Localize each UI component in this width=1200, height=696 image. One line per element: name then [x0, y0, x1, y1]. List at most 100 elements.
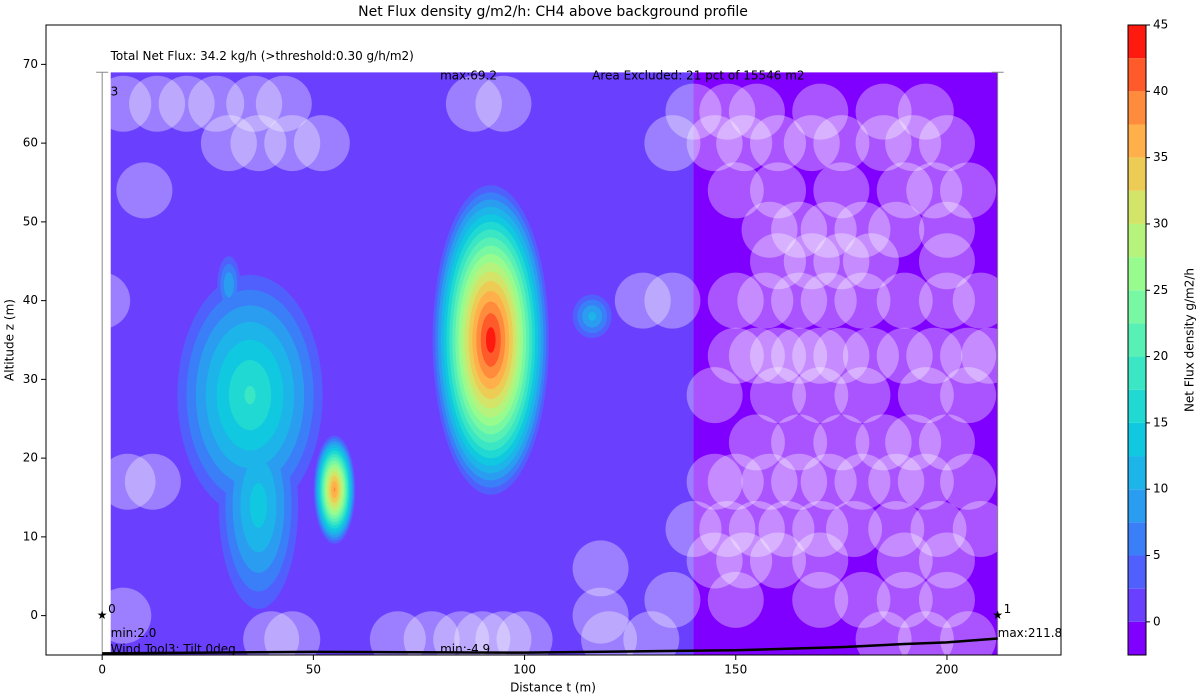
excluded-area — [686, 115, 743, 172]
excluded-area — [868, 201, 925, 258]
colorbar-band — [1128, 190, 1146, 224]
excluded-area — [910, 501, 967, 557]
excluded-area — [707, 453, 764, 510]
excluded-area — [124, 453, 181, 510]
excluded-area — [116, 162, 173, 219]
excluded-area — [728, 327, 785, 384]
excluded-area — [572, 540, 629, 597]
x-tick-label: 200 — [936, 663, 959, 677]
colorbar-band — [1128, 157, 1146, 191]
excluded-area — [906, 162, 963, 219]
y-tick-label: 10 — [23, 529, 38, 543]
excluded-area — [771, 272, 828, 329]
colorbar-tick-label: 35 — [1153, 150, 1168, 164]
excluded-area — [737, 272, 794, 329]
excluded-area — [876, 532, 933, 589]
excluded-area — [868, 501, 925, 557]
excluded-area — [264, 611, 321, 655]
excluded-area — [952, 272, 998, 329]
excluded-area — [897, 367, 954, 424]
contour-level — [244, 385, 256, 405]
x-tick-label: 50 — [306, 663, 321, 677]
y-tick-label: 20 — [23, 451, 38, 465]
excluded-area — [475, 75, 532, 132]
excluded-area — [876, 162, 933, 219]
excluded-area — [813, 414, 870, 471]
excluded-area — [716, 115, 773, 172]
annotation: max:211.8 — [998, 626, 1063, 640]
excluded-area — [792, 367, 849, 424]
excluded-area — [749, 115, 806, 172]
excluded-area — [834, 453, 891, 510]
x-tick-label: 150 — [724, 663, 747, 677]
excluded-area — [834, 367, 891, 424]
excluded-area — [897, 453, 954, 510]
colorbar-label: Net Flux density g/m2/h — [1183, 268, 1197, 412]
colorbar-tick-label: 0 — [1153, 614, 1161, 628]
y-axis-label: Altitude z (m) — [3, 299, 17, 381]
excluded-area — [572, 587, 629, 644]
excluded-area — [792, 571, 849, 628]
contour-level — [485, 327, 496, 353]
colorbar-frame — [1127, 24, 1147, 656]
excluded-area — [952, 501, 998, 557]
colorbar-band — [1128, 91, 1146, 125]
excluded-area — [771, 327, 828, 384]
x-axis-label: Distance t (m) — [510, 681, 596, 695]
excluded-area — [876, 327, 933, 384]
contour-level — [249, 482, 268, 528]
y-tick-label: 40 — [23, 293, 38, 307]
excluded-area — [918, 272, 975, 329]
excluded-area — [834, 571, 891, 628]
excluded-area — [623, 611, 680, 655]
excluded-area — [475, 611, 532, 655]
excluded-area — [792, 327, 849, 384]
excluded-area — [792, 501, 849, 557]
excluded-area — [940, 327, 997, 384]
excluded-area — [110, 75, 152, 132]
excluded-area — [800, 272, 857, 329]
excluded-area — [230, 115, 287, 172]
excluded-area — [445, 75, 502, 132]
colorbar-band — [1128, 356, 1146, 390]
endpoint-star: ★ — [992, 608, 1003, 622]
colorbar-band — [1128, 257, 1146, 291]
excluded-area — [728, 501, 785, 557]
colorbar-band — [1128, 621, 1146, 655]
annotation: Wind Tool3: Tilt 0deg — [111, 642, 236, 656]
excluded-area — [686, 453, 743, 510]
excluded-area — [699, 501, 756, 557]
excluded-area — [885, 414, 942, 471]
excluded-area — [813, 327, 870, 384]
excluded-area — [110, 587, 152, 644]
excluded-area — [783, 115, 840, 172]
excluded-area — [813, 115, 870, 172]
colorbar-tick-label: 10 — [1153, 482, 1168, 496]
excluded-area — [158, 75, 215, 132]
excluded-area — [906, 327, 963, 384]
excluded-area — [940, 162, 997, 219]
colorbar-tick-label: 5 — [1153, 548, 1161, 562]
colorbar-band — [1128, 588, 1146, 622]
excluded-area — [834, 272, 891, 329]
annotation: Area Excluded: 21 pct of 15546 m2 — [592, 69, 804, 83]
excluded-area — [918, 201, 975, 258]
excluded-area — [433, 611, 490, 655]
excluded-area — [876, 272, 933, 329]
endpoint-label: 0 — [108, 602, 116, 616]
excluded-area — [226, 75, 283, 132]
excluded-area — [728, 414, 785, 471]
endpoint-star: ★ — [97, 608, 108, 622]
annotation: min:-4.9 — [440, 642, 490, 656]
colorbar-tick-label: 15 — [1153, 415, 1168, 429]
excluded-area — [792, 83, 849, 140]
colorbar-band — [1128, 489, 1146, 523]
excluded-area — [749, 327, 806, 384]
excluded-area — [749, 162, 806, 219]
excluded-area — [644, 272, 701, 329]
excluded-area — [243, 611, 300, 655]
excluded-area — [403, 611, 460, 655]
colorbar-tick-label: 20 — [1153, 349, 1168, 363]
excluded-area — [496, 611, 553, 655]
